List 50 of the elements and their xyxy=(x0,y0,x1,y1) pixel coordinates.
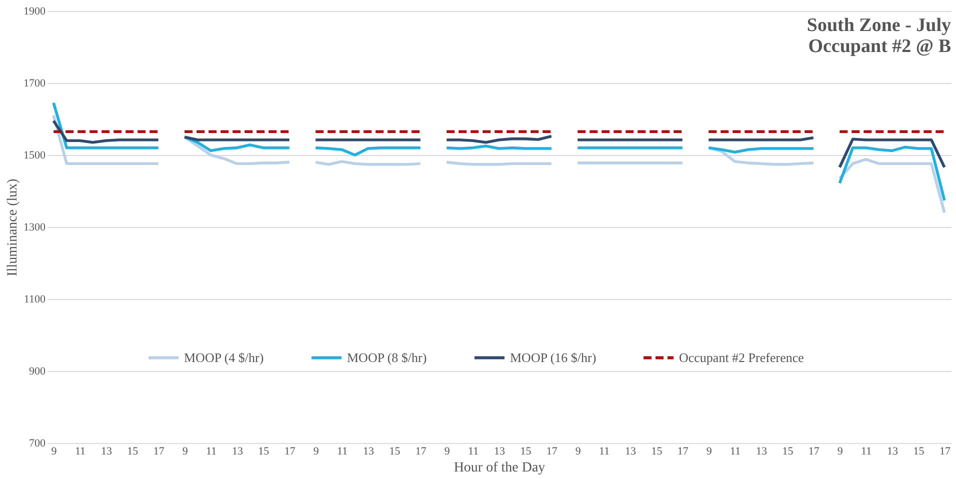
x-tick-label: 13 xyxy=(100,446,112,458)
x-tick-label: 9 xyxy=(706,446,712,458)
x-tick-label: 17 xyxy=(153,446,165,458)
x-tick-label: 11 xyxy=(599,446,610,458)
x-tick-label: 17 xyxy=(808,446,820,458)
legend-label: Occupant #2 Preference xyxy=(679,350,804,365)
x-tick-label: 11 xyxy=(336,446,348,458)
x-tick-label: 13 xyxy=(625,446,637,458)
x-tick-label: 15 xyxy=(520,446,532,458)
text: Occupant #2 @ B xyxy=(808,36,951,57)
x-tick-label: 17 xyxy=(284,446,296,458)
x-axis-title: Hour of the Day xyxy=(454,460,546,476)
x-tick-label: 9 xyxy=(575,446,582,458)
y-axis-title: Illuminance (lux) xyxy=(6,178,20,276)
x-tick-label: 13 xyxy=(887,446,899,458)
x-tick-label: 13 xyxy=(494,446,506,458)
y-tick-label: 900 xyxy=(29,366,46,378)
legend-label: MOOP (8 $/hr) xyxy=(347,350,427,365)
x-tick-label: 9 xyxy=(837,446,844,458)
x-tick-label: 17 xyxy=(415,446,427,458)
x-tick-label: 9 xyxy=(51,446,58,458)
x-tick-label: 13 xyxy=(362,446,374,458)
x-tick-label: 13 xyxy=(756,446,768,458)
x-tick-label: 9 xyxy=(182,446,188,458)
x-tick-label: 11 xyxy=(74,446,86,458)
x-tick-label: 17 xyxy=(677,446,689,458)
x-tick-label: 9 xyxy=(444,446,450,458)
x-tick-label: 13 xyxy=(232,446,244,458)
x-tick-label: 15 xyxy=(127,446,139,458)
y-tick-label: 1900 xyxy=(24,6,46,18)
x-tick-label: 15 xyxy=(913,446,925,458)
x-tick-label: 15 xyxy=(258,446,270,458)
x-tick-label: 11 xyxy=(861,446,872,458)
legend-label: MOOP (4 $/hr) xyxy=(184,350,264,365)
y-tick-label: 1100 xyxy=(24,294,46,306)
text: South Zone - July xyxy=(806,15,951,36)
x-tick-label: 11 xyxy=(730,446,741,458)
x-tick-label: 11 xyxy=(206,446,217,458)
y-tick-label: 700 xyxy=(29,438,46,450)
y-tick-label: 1300 xyxy=(24,222,46,234)
x-tick-label: 15 xyxy=(389,446,401,458)
x-tick-label: 15 xyxy=(782,446,794,458)
x-tick-label: 11 xyxy=(468,446,479,458)
x-tick-label: 17 xyxy=(939,446,951,458)
x-tick-label: 17 xyxy=(546,446,558,458)
y-tick-label: 1500 xyxy=(24,150,46,162)
legend-label: MOOP (16 $/hr) xyxy=(510,350,596,365)
y-tick-label: 1700 xyxy=(24,78,46,90)
x-tick-label: 9 xyxy=(313,446,320,458)
x-tick-label: 15 xyxy=(651,446,663,458)
